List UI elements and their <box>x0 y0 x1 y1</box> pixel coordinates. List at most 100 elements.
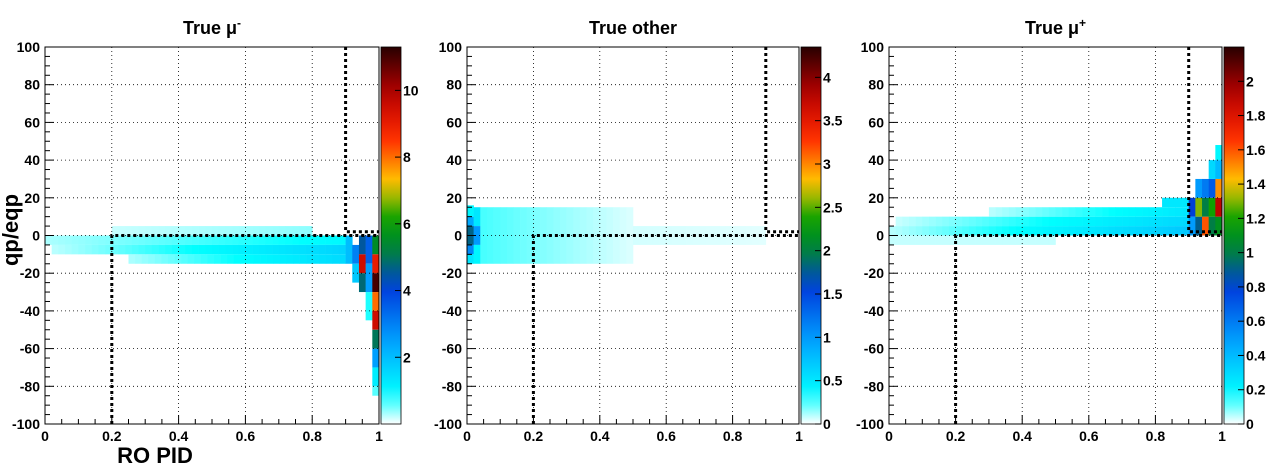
heatmap-cell <box>1215 145 1223 161</box>
heatmap-cell <box>45 235 52 245</box>
heatmap-cell <box>332 244 340 255</box>
heatmap-cell <box>245 244 253 255</box>
heatmap-cell <box>1002 226 1010 236</box>
heatmap-cell <box>194 254 202 264</box>
heatmap-cell <box>1215 160 1223 179</box>
heatmap-cell <box>962 226 970 236</box>
heatmap-cell <box>889 235 896 245</box>
heatmap-cell <box>292 235 300 245</box>
heatmap-cell <box>706 226 713 245</box>
heatmap-cell <box>1208 178 1216 198</box>
heatmap-cell <box>214 254 221 264</box>
heatmap-cell <box>1188 197 1196 217</box>
heatmap-cell <box>151 244 159 255</box>
heatmap-cell <box>1215 178 1223 198</box>
heatmap-cell <box>493 207 501 264</box>
heatmap-cell <box>1102 207 1110 217</box>
y-tick-label: -80 <box>864 378 884 394</box>
heatmap-cell <box>71 244 79 255</box>
heatmap-cell <box>85 235 93 245</box>
heatmap-cell <box>908 226 916 236</box>
heatmap-cell <box>338 235 346 245</box>
heatmap-cell <box>1148 216 1156 227</box>
x-tick-label: 0.4 <box>590 428 610 444</box>
panel-title: True μ- <box>183 16 241 38</box>
heatmap-cell <box>719 226 727 245</box>
heatmap-cell <box>1055 207 1063 217</box>
heatmap-cell <box>51 235 59 245</box>
panel-1: 0 0.2 0.4 0.6 0.8 1-100-80-60-40-200204060801… <box>434 18 843 444</box>
heatmap-cell <box>1202 216 1209 236</box>
heatmap-cell <box>1028 226 1036 236</box>
heatmap-cell <box>135 254 142 264</box>
heatmap-cell <box>889 226 896 236</box>
heatmap-cell <box>319 254 327 264</box>
heatmap-cell <box>902 216 910 227</box>
heatmap-cell <box>566 207 574 264</box>
heatmap-cell <box>1182 226 1189 236</box>
heatmap-cell <box>325 254 333 264</box>
colorbar-tick-label: 1.5 <box>823 286 843 302</box>
heatmap-cell <box>1175 197 1183 208</box>
heatmap-cell <box>225 244 233 255</box>
colorbar-tick-label: 4 <box>823 69 831 85</box>
heatmap-cell <box>1142 226 1150 236</box>
heatmap-cell <box>131 244 139 255</box>
x-tick-label: 0.6 <box>236 428 256 444</box>
colorbar <box>1223 46 1245 425</box>
heatmap-cell <box>1048 226 1056 236</box>
cut-line <box>110 234 379 424</box>
heatmap-cell <box>1142 207 1150 217</box>
heatmap-cell <box>1028 207 1036 217</box>
heatmap-cell <box>467 244 474 255</box>
x-tick-label: 0.4 <box>1012 428 1032 444</box>
heatmap-cell <box>928 235 936 245</box>
heatmap-cell <box>286 254 294 264</box>
heatmap-cell <box>58 235 66 245</box>
y-tick-label: -20 <box>864 265 884 281</box>
heatmap-cell <box>699 226 707 245</box>
colorbar-tick-label: 10 <box>403 82 419 98</box>
heatmap-cell <box>1162 197 1170 208</box>
y-tick-label: 80 <box>24 77 40 93</box>
y-tick-label: 100 <box>439 39 463 55</box>
heatmap-cell <box>942 226 950 236</box>
heatmap-cell <box>167 254 175 264</box>
heatmap-cell <box>1062 226 1070 236</box>
heatmap-cell <box>191 226 199 236</box>
heatmap-cell <box>1075 207 1083 217</box>
heatmap-cell <box>962 235 970 245</box>
heatmap-cell <box>1208 216 1216 236</box>
heatmap-cell <box>995 226 1003 236</box>
heatmap-cell <box>1102 226 1110 236</box>
heatmap-cell <box>1015 226 1023 236</box>
heatmap-cell <box>1182 197 1189 208</box>
heatmap-cell <box>968 235 976 245</box>
heatmap-cell <box>1008 226 1016 236</box>
heatmap-cell <box>915 216 923 227</box>
heatmap-cell <box>212 235 219 245</box>
y-tick-label: 60 <box>868 114 884 130</box>
heatmap-cell <box>171 226 179 236</box>
y-tick-label: -100 <box>12 416 40 432</box>
panel-2: 0 0.2 0.4 0.6 0.8 1-100-80-60-40-200204060801… <box>856 16 1266 444</box>
heatmap-cell <box>125 235 133 245</box>
heatmap-cell <box>1008 235 1016 245</box>
colorbar-tick-label: 1.8 <box>1246 108 1266 124</box>
heatmap-cell <box>98 244 106 255</box>
colorbar-tick-label: 1.2 <box>1246 210 1266 226</box>
heatmap-cell <box>185 235 193 245</box>
heatmap-cell <box>1048 235 1056 245</box>
heatmap-cell <box>1088 207 1096 217</box>
heatmap-cell <box>118 226 126 236</box>
heatmap-cell <box>526 207 534 264</box>
heatmap-cell <box>942 216 950 227</box>
heatmap-cell <box>372 329 380 349</box>
heatmap-cell <box>467 216 474 227</box>
heatmap-cell <box>118 244 126 255</box>
y-tick-label: 40 <box>868 152 884 168</box>
heatmap-cell <box>285 244 293 255</box>
colorbar-tick-label: 8 <box>403 149 411 165</box>
heatmap-cell <box>1015 235 1023 245</box>
heatmap-cell <box>148 254 156 264</box>
